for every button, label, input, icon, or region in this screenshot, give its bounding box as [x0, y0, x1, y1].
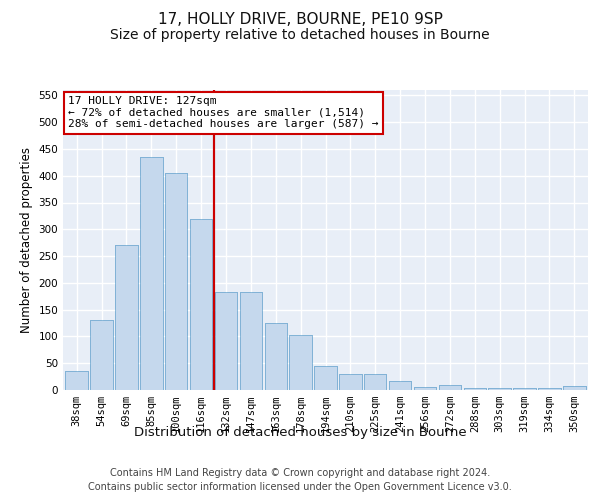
Bar [414, 387, 436, 390]
Bar [364, 374, 386, 390]
Text: Size of property relative to detached houses in Bourne: Size of property relative to detached ho… [110, 28, 490, 42]
Text: Distribution of detached houses by size in Bourne: Distribution of detached houses by size … [134, 426, 466, 439]
Bar [140, 157, 163, 390]
Bar [265, 323, 287, 390]
Bar [314, 366, 337, 390]
Bar [289, 335, 312, 390]
Bar [140, 157, 163, 390]
Bar [389, 381, 412, 390]
Bar [514, 388, 536, 390]
Bar [563, 386, 586, 390]
Bar [165, 173, 187, 390]
Bar [389, 381, 412, 390]
Bar [314, 366, 337, 390]
Bar [65, 371, 88, 390]
Bar [488, 388, 511, 390]
Bar [538, 388, 560, 390]
Bar [239, 292, 262, 390]
Bar [439, 385, 461, 390]
Bar [239, 292, 262, 390]
Text: Contains HM Land Registry data © Crown copyright and database right 2024.: Contains HM Land Registry data © Crown c… [110, 468, 490, 477]
Bar [215, 292, 237, 390]
Text: 17, HOLLY DRIVE, BOURNE, PE10 9SP: 17, HOLLY DRIVE, BOURNE, PE10 9SP [158, 12, 442, 28]
Bar [91, 320, 113, 390]
Bar [165, 173, 187, 390]
Text: 17 HOLLY DRIVE: 127sqm
← 72% of detached houses are smaller (1,514)
28% of semi-: 17 HOLLY DRIVE: 127sqm ← 72% of detached… [68, 96, 379, 129]
Bar [65, 371, 88, 390]
Bar [514, 388, 536, 390]
Bar [115, 246, 137, 390]
Bar [464, 388, 486, 390]
Bar [538, 388, 560, 390]
Y-axis label: Number of detached properties: Number of detached properties [20, 147, 33, 333]
Bar [563, 386, 586, 390]
Bar [464, 388, 486, 390]
Text: Contains public sector information licensed under the Open Government Licence v3: Contains public sector information licen… [88, 482, 512, 492]
Bar [364, 374, 386, 390]
Bar [439, 385, 461, 390]
Bar [190, 218, 212, 390]
Bar [289, 335, 312, 390]
Bar [488, 388, 511, 390]
Bar [215, 292, 237, 390]
Bar [91, 320, 113, 390]
Bar [265, 323, 287, 390]
Bar [339, 374, 362, 390]
Bar [339, 374, 362, 390]
Bar [414, 387, 436, 390]
Bar [190, 218, 212, 390]
Bar [115, 246, 137, 390]
